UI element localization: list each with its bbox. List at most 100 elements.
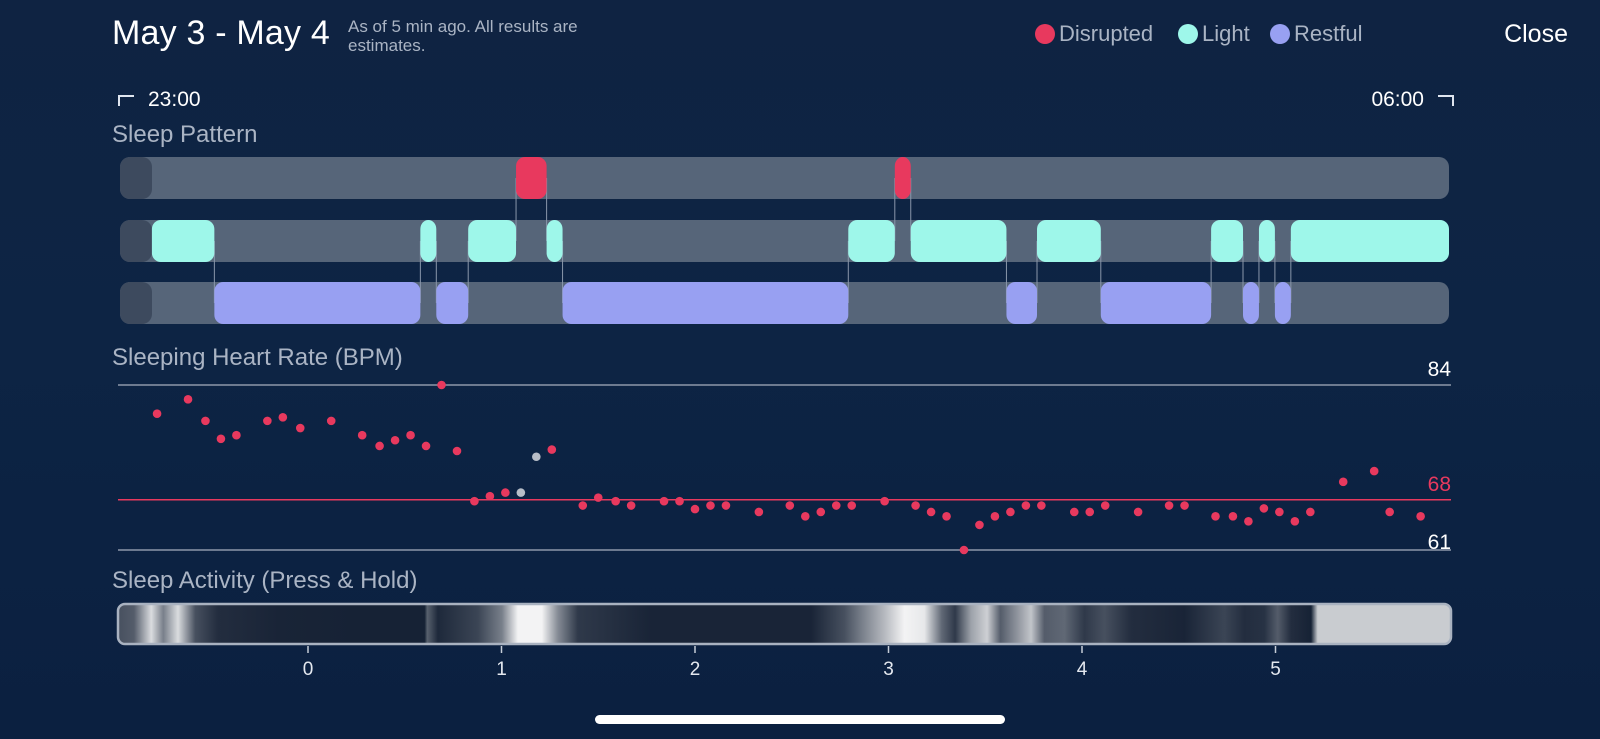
date-range-title: May 3 - May 4 [112, 14, 330, 52]
heart-rate-point [626, 501, 636, 510]
heart-rate-point [421, 441, 431, 451]
heart-rate-point [926, 507, 936, 517]
heart-rate-point [754, 507, 764, 517]
heart-rate-point-muted [516, 488, 526, 497]
sleep-activity-title: Sleep Activity (Press & Hold) [112, 567, 418, 594]
heart-rate-point [721, 501, 731, 510]
heart-rate-point [357, 430, 367, 440]
max-hr-label: 84 [1428, 358, 1452, 381]
heart-rate-point [1259, 504, 1269, 513]
heart-rate-point [659, 496, 669, 506]
heart-rate-point [1069, 507, 1079, 517]
heart-rate-point [611, 496, 620, 506]
min-hr-label: 61 [1428, 531, 1451, 554]
heart-rate-point [831, 501, 841, 510]
disrupted-segment [516, 157, 547, 199]
heart-rate-point [1037, 501, 1046, 510]
heart-rate-point [1228, 511, 1238, 521]
heart-rate-point [1006, 507, 1015, 517]
restful-segment [562, 282, 849, 324]
heart-rate-point [295, 423, 305, 433]
legend-label: Light [1202, 21, 1250, 46]
heart-rate-point [201, 416, 210, 426]
heart-rate-point [437, 380, 446, 390]
heart-rate-point [375, 441, 384, 451]
pattern-track-start-cap [120, 282, 152, 324]
heart-rate-point [706, 501, 715, 510]
x-axis-tick-label: 5 [1270, 659, 1281, 680]
end-time-marker: 06:00 [1371, 88, 1454, 112]
corner-bracket-icon [118, 94, 134, 106]
disrupted-segment [894, 157, 911, 199]
heart-rate-point [547, 445, 557, 454]
heart-rate-point [216, 434, 226, 444]
legend-label: Disrupted [1059, 21, 1154, 46]
heart-rate-point [1416, 511, 1425, 521]
activity-bar [116, 602, 1453, 646]
heart-rate-point [1100, 501, 1110, 510]
legend-item-restful: Restful [1270, 21, 1362, 47]
close-button[interactable]: Close [1504, 20, 1568, 48]
heart-rate-point [578, 501, 588, 510]
heart-rate-point [847, 501, 857, 510]
heart-rate-point [452, 446, 462, 456]
heart-rate-point [959, 545, 969, 555]
legend-item-light: Light [1178, 21, 1250, 47]
light-segment [1258, 220, 1275, 262]
heart-rate-point [1211, 511, 1220, 521]
start-time-label: 23:00 [148, 88, 201, 111]
heart-rate-point [800, 511, 810, 521]
pattern-track-start-cap [120, 220, 152, 262]
heart-rate-point [183, 395, 193, 404]
heart-rate-point [326, 416, 336, 426]
heart-rate-point [470, 496, 479, 506]
light-segment [546, 220, 563, 262]
legend-label: Restful [1294, 21, 1363, 46]
restful-segment [1100, 282, 1212, 324]
light-segment [1211, 220, 1244, 262]
heart-rate-point [1275, 507, 1284, 517]
heart-rate-point [975, 520, 984, 530]
light-segment [468, 220, 517, 262]
heart-rate-point [675, 496, 684, 506]
heart-rate-point [232, 430, 241, 440]
light-segment [1290, 220, 1449, 262]
corner-bracket-icon [1438, 94, 1454, 106]
heart-rate-point [1021, 501, 1031, 510]
restful-segment [1243, 282, 1259, 324]
heart-rate-point [278, 412, 288, 422]
home-indicator[interactable] [595, 715, 1005, 724]
heart-rate-point [1338, 477, 1348, 487]
heart-rate-point [1369, 466, 1379, 476]
heart-rate-title: Sleeping Heart Rate (BPM) [112, 344, 403, 371]
heart-rate-point [911, 501, 920, 510]
light-segment [151, 220, 215, 262]
heart-rate-point [1133, 507, 1143, 517]
heart-rate-point [152, 409, 162, 418]
heart-rate-point-muted [532, 452, 541, 462]
disrupted-dot-icon [1035, 24, 1055, 44]
restful-segment [436, 282, 469, 324]
x-axis-tick-label: 2 [690, 659, 701, 680]
heart-rate-point [880, 496, 889, 506]
legend-item-disrupted: Disrupted [1035, 21, 1153, 47]
restful-dot-icon [1270, 24, 1290, 44]
sleep-pattern-title: Sleep Pattern [112, 121, 258, 148]
avg-hr-label: 68 [1428, 473, 1451, 496]
heart-rate-point [690, 504, 700, 514]
start-time-marker: 23:00 [118, 88, 201, 112]
heart-rate-point [390, 435, 400, 445]
heart-rate-point [942, 511, 951, 521]
heart-rate-point [1385, 507, 1394, 517]
light-segment [1037, 220, 1101, 262]
light-segment [910, 220, 1007, 262]
heart-rate-point [593, 493, 603, 502]
heart-rate-point [1244, 517, 1253, 526]
heart-rate-point [485, 491, 495, 501]
light-dot-icon [1178, 24, 1198, 44]
restful-segment [214, 282, 421, 324]
x-axis-tick-label: 0 [303, 659, 314, 680]
